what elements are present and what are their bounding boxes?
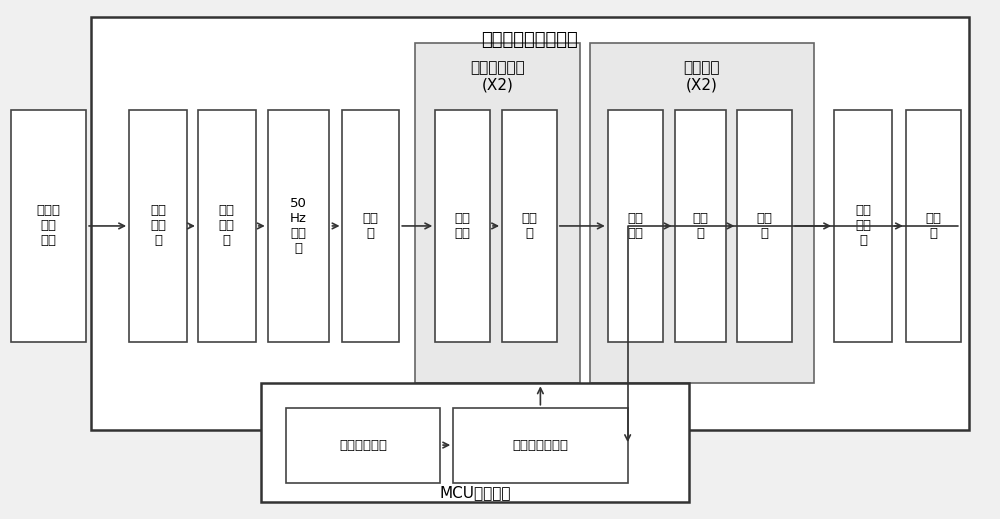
FancyBboxPatch shape: [502, 110, 557, 342]
Text: 缓冲
器: 缓冲 器: [521, 212, 537, 240]
FancyBboxPatch shape: [11, 110, 86, 342]
FancyBboxPatch shape: [268, 110, 329, 342]
FancyBboxPatch shape: [415, 43, 580, 384]
FancyBboxPatch shape: [675, 110, 726, 342]
Text: 滤波
器: 滤波 器: [925, 212, 941, 240]
FancyBboxPatch shape: [342, 110, 399, 342]
Text: 缓冲
器: 缓冲 器: [363, 212, 379, 240]
Text: 单片机最小系统: 单片机最小系统: [512, 439, 568, 452]
Text: 衰减
器: 衰减 器: [692, 212, 708, 240]
FancyBboxPatch shape: [198, 110, 256, 342]
FancyBboxPatch shape: [129, 110, 187, 342]
FancyBboxPatch shape: [286, 407, 440, 483]
Text: 放大隔离模块
(X2): 放大隔离模块 (X2): [470, 60, 525, 92]
Text: 主放
大器: 主放 大器: [627, 212, 643, 240]
FancyBboxPatch shape: [834, 110, 892, 342]
FancyBboxPatch shape: [91, 17, 969, 430]
Text: 多信号
采集
模块: 多信号 采集 模块: [37, 204, 61, 248]
Text: 斩波
调制
器: 斩波 调制 器: [150, 204, 166, 248]
FancyBboxPatch shape: [435, 110, 490, 342]
FancyBboxPatch shape: [608, 110, 663, 342]
Text: 50
Hz
陷波
器: 50 Hz 陷波 器: [290, 197, 307, 255]
FancyBboxPatch shape: [453, 407, 628, 483]
Text: 主放
大器: 主放 大器: [455, 212, 471, 240]
Text: 斩波
解调
器: 斩波 解调 器: [855, 204, 871, 248]
FancyBboxPatch shape: [261, 384, 689, 502]
FancyBboxPatch shape: [906, 110, 961, 342]
Text: 按键选择电路: 按键选择电路: [339, 439, 387, 452]
Text: 缓冲
器: 缓冲 器: [757, 212, 773, 240]
Text: 信号放大及衰减模块: 信号放大及衰减模块: [482, 31, 578, 49]
Text: 衰减模块
(X2): 衰减模块 (X2): [684, 60, 720, 92]
Text: 前置
放大
器: 前置 放大 器: [219, 204, 235, 248]
Text: MCU主控模块: MCU主控模块: [439, 485, 511, 500]
FancyBboxPatch shape: [590, 43, 814, 384]
FancyBboxPatch shape: [737, 110, 792, 342]
